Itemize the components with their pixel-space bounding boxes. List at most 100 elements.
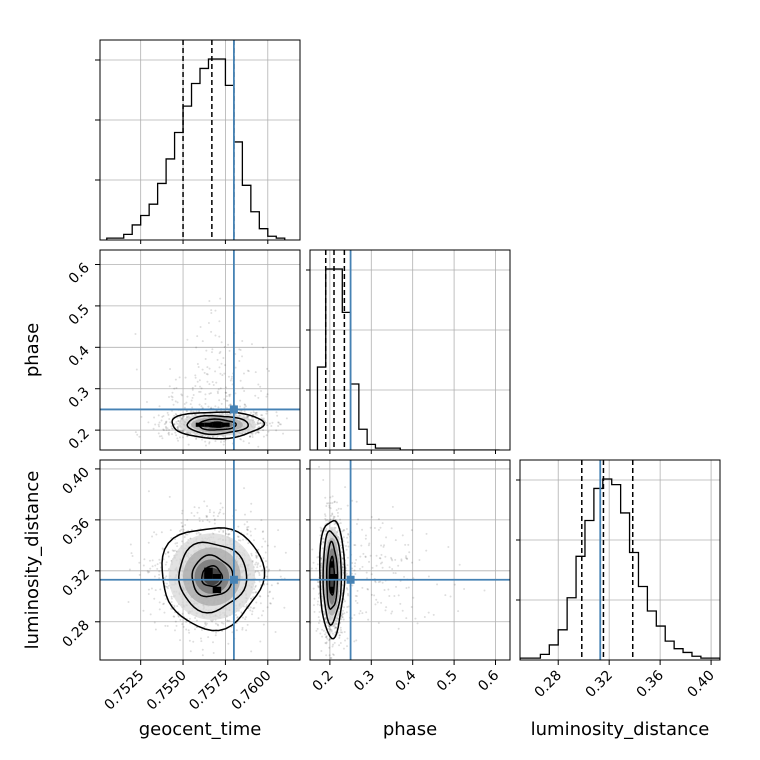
scatter-point <box>228 395 231 398</box>
scatter-point <box>179 639 182 642</box>
scatter-point <box>328 506 331 509</box>
scatter-point <box>225 532 228 535</box>
scatter-point <box>316 556 319 559</box>
scatter-point <box>204 402 207 405</box>
scatter-point <box>154 423 157 426</box>
scatter-point <box>162 602 165 605</box>
scatter-point <box>331 632 334 635</box>
scatter-point <box>204 444 207 447</box>
scatter-point <box>149 613 152 616</box>
scatter-point <box>240 611 243 614</box>
scatter-point <box>213 522 216 525</box>
scatter-point <box>158 425 161 428</box>
scatter-point <box>165 426 168 429</box>
scatter-point <box>195 532 198 535</box>
scatter-point <box>185 431 188 434</box>
scatter-point <box>216 358 219 361</box>
scatter-point <box>316 627 319 630</box>
scatter-point <box>334 626 337 629</box>
scatter-point <box>170 425 173 428</box>
scatter-point <box>235 614 238 617</box>
scatter-point <box>338 636 341 639</box>
scatter-point <box>397 594 400 597</box>
scatter-point <box>224 391 227 394</box>
scatter-point <box>222 356 225 359</box>
scatter-point <box>158 421 161 424</box>
scatter-point <box>168 495 171 498</box>
scatter-point <box>265 434 268 437</box>
scatter-point <box>267 430 270 433</box>
scatter-point <box>249 609 252 612</box>
scatter-point <box>355 595 358 598</box>
scatter-luminosity_distance-vs-phase-panel <box>309 459 511 661</box>
scatter-point <box>364 537 367 540</box>
scatter-point <box>331 645 334 648</box>
scatter-point <box>322 629 325 632</box>
scatter-point <box>354 562 357 565</box>
density-peak-cell <box>329 586 335 594</box>
scatter-point <box>283 606 286 609</box>
scatter-point <box>343 529 346 532</box>
scatter-point <box>236 535 239 538</box>
scatter-point <box>153 416 156 419</box>
scatter-point <box>403 575 406 578</box>
scatter-point <box>324 517 327 520</box>
scatter-point <box>186 395 189 398</box>
scatter-point <box>277 421 280 424</box>
scatter-point <box>312 604 315 607</box>
scatter-point <box>158 558 161 561</box>
scatter-point <box>184 376 187 379</box>
scatter-point <box>325 636 328 639</box>
scatter-point <box>239 349 242 352</box>
scatter-point <box>214 634 217 637</box>
scatter-point <box>219 372 222 375</box>
scatter-point <box>449 595 452 598</box>
scatter-point <box>167 431 170 434</box>
scatter-point <box>227 642 230 645</box>
contour-line <box>161 527 266 632</box>
contour-line <box>325 540 339 610</box>
scatter-point <box>400 558 403 561</box>
scatter-point <box>252 411 255 414</box>
scatter-point <box>254 432 257 435</box>
scatter-point <box>223 440 226 443</box>
scatter-point <box>262 557 265 560</box>
scatter-point <box>325 504 328 507</box>
scatter-point <box>227 532 230 535</box>
density-peak-cell <box>212 574 222 581</box>
contour-line <box>207 421 227 428</box>
scatter-point <box>336 515 339 518</box>
contour-line <box>186 414 249 436</box>
scatter-point <box>373 527 376 530</box>
scatter-point <box>342 528 345 531</box>
scatter-point <box>230 377 233 380</box>
scatter-point <box>254 394 257 397</box>
scatter-point <box>158 601 161 604</box>
scatter-point <box>265 412 268 415</box>
scatter-point <box>205 516 208 519</box>
scatter-point <box>150 587 153 590</box>
scatter-point <box>262 346 265 349</box>
scatter-point <box>158 570 161 573</box>
scatter-point <box>250 554 253 557</box>
scatter-point <box>256 422 259 425</box>
scatter-point <box>219 440 222 443</box>
scatter-point <box>317 585 320 588</box>
scatter-point <box>330 657 333 660</box>
scatter-point <box>257 445 260 448</box>
scatter-point <box>339 626 342 629</box>
scatter-point <box>334 526 337 529</box>
scatter-point <box>353 640 356 643</box>
scatter-point <box>321 635 324 638</box>
scatter-point <box>444 594 447 597</box>
scatter-point <box>151 565 154 568</box>
scatter-point <box>351 567 354 570</box>
scatter-point <box>197 366 200 369</box>
scatter-point <box>142 609 145 612</box>
scatter-point <box>427 575 430 578</box>
hist-phase-border <box>309 249 511 451</box>
scatter-point <box>257 548 260 551</box>
scatter-point <box>219 528 222 531</box>
scatter-point <box>370 515 373 518</box>
histogram-step <box>520 478 720 660</box>
